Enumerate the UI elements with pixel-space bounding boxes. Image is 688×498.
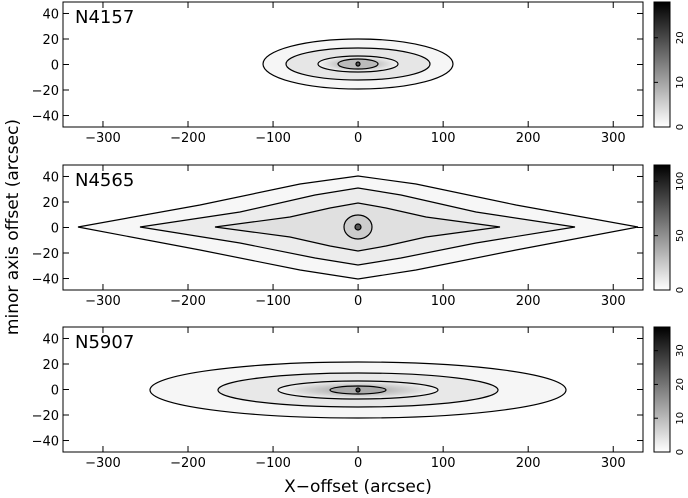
y-axis-label: minor axis offset (arcsec) <box>3 119 23 335</box>
x-tick-label: 100 <box>431 294 456 309</box>
colorbar-tick-label: 20 <box>675 378 686 391</box>
y-tick-label: −40 <box>32 273 59 288</box>
colorbar-tick-label: 100 <box>675 172 686 191</box>
x-tick-label: −300 <box>85 294 121 309</box>
x-tick-label: −200 <box>170 131 206 146</box>
y-tick-label: −20 <box>32 84 59 99</box>
colorbar-tick-label: 0 <box>675 124 686 130</box>
x-tick-label: −300 <box>85 131 121 146</box>
galaxy-n4157 <box>262 38 454 90</box>
y-tick-label: 40 <box>42 170 59 185</box>
y-tick-label: −20 <box>32 247 59 262</box>
y-tick-label: −40 <box>32 110 59 125</box>
colorbar-tick-label: 0 <box>675 449 686 455</box>
x-tick-label: 300 <box>601 294 626 309</box>
x-tick-label: 200 <box>516 131 541 146</box>
colorbar-tick-label: 50 <box>675 229 686 242</box>
colorbar-tick-label: 10 <box>675 412 686 425</box>
panel-label: N5907 <box>75 332 134 353</box>
x-tick-label: −100 <box>255 294 291 309</box>
y-tick-label: 0 <box>51 59 59 74</box>
panel-label: N4157 <box>75 7 134 28</box>
x-tick-label: 200 <box>516 294 541 309</box>
y-tick-label: 0 <box>51 384 59 399</box>
colorbar-tick-label: 10 <box>675 76 686 89</box>
y-tick-label: 40 <box>42 332 59 347</box>
colorbar-scale <box>653 326 671 453</box>
colorbar: 0 50 100 <box>653 164 686 293</box>
x-tick-label: 0 <box>354 131 362 146</box>
x-tick-label: −300 <box>85 456 121 471</box>
y-tick-label: 20 <box>42 196 59 211</box>
colorbar-tick-label: 30 <box>675 344 686 357</box>
colorbar-scale <box>653 1 671 128</box>
y-tick-label: 40 <box>42 7 59 22</box>
x-tick-label: 0 <box>354 294 362 309</box>
x-tick-label: 300 <box>601 456 626 471</box>
x-tick-label: 0 <box>354 456 362 471</box>
colorbar: 0 10 20 30 <box>653 326 686 455</box>
colorbar: 0 10 20 <box>653 1 686 130</box>
x-axis-label: X−offset (arcsec) <box>284 477 432 497</box>
colorbar-tick-label: 0 <box>675 287 686 293</box>
galaxy-n4565 <box>77 175 639 280</box>
colorbar-scale <box>653 164 671 291</box>
x-tick-label: −100 <box>255 456 291 471</box>
x-tick-label: −200 <box>170 294 206 309</box>
y-tick-label: 0 <box>51 222 59 237</box>
y-tick-label: −20 <box>32 409 59 424</box>
y-tick-label: 20 <box>42 358 59 373</box>
galaxy-n5907 <box>149 361 567 419</box>
x-tick-label: −100 <box>255 131 291 146</box>
x-tick-label: 100 <box>431 131 456 146</box>
x-tick-label: 200 <box>516 456 541 471</box>
x-tick-label: 300 <box>601 131 626 146</box>
panel-label: N4565 <box>75 170 134 191</box>
y-tick-label: 20 <box>42 33 59 48</box>
colorbar-tick-label: 20 <box>675 31 686 44</box>
x-tick-label: 100 <box>431 456 456 471</box>
x-tick-label: −200 <box>170 456 206 471</box>
y-tick-label: −40 <box>32 435 59 450</box>
